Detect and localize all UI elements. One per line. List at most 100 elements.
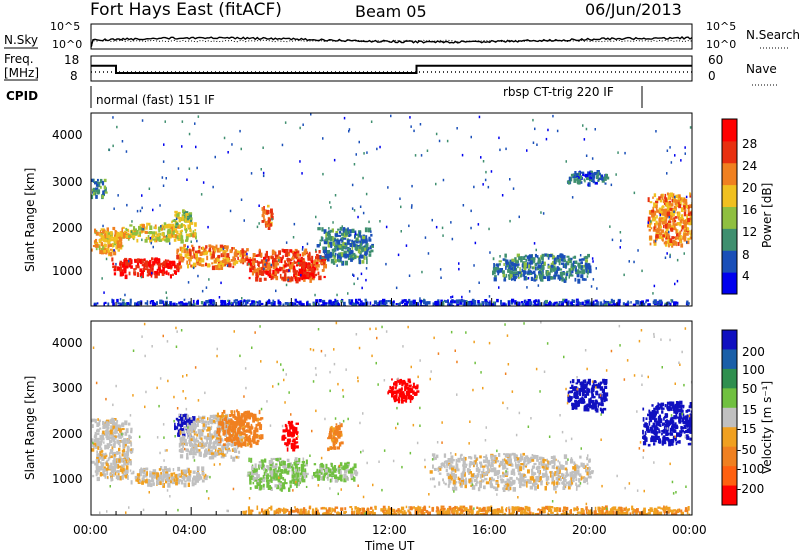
power-cell: [338, 255, 342, 259]
velocity-cell: [236, 419, 239, 423]
power-cell: [100, 243, 104, 247]
power-cell: [230, 259, 234, 262]
power-cell: [562, 302, 564, 306]
velocity-cell: [272, 474, 275, 479]
power-cell: [686, 241, 688, 244]
power-cell: [537, 255, 539, 259]
power-cell: [688, 220, 691, 226]
power-cell: [306, 273, 310, 278]
power-cell: [353, 303, 356, 306]
power-cell: [495, 263, 500, 267]
velocity-cell: [175, 417, 179, 421]
velocity-cell: [351, 471, 354, 475]
power-cell: [321, 227, 324, 232]
velocity-cell: [217, 449, 220, 453]
velocity-cell: [234, 415, 237, 420]
velocity-cell: [114, 418, 117, 421]
velocity-cell: [287, 429, 291, 432]
velocity-cell: [102, 420, 105, 426]
power-cell: [530, 257, 534, 260]
velocity-cell: [249, 475, 253, 480]
velocity-cell: [201, 471, 205, 476]
power-cell: [357, 298, 361, 301]
velocity-cell: [280, 475, 283, 480]
velocity-cell: [91, 418, 96, 422]
power-cell: [106, 231, 109, 236]
power-cell: [161, 225, 164, 231]
power-cell: [184, 218, 187, 222]
power-cell: [270, 208, 273, 214]
velocity-cell: [198, 415, 200, 419]
velocity-cell: [296, 483, 298, 488]
power-cell: [653, 284, 656, 288]
velocity-cell: [260, 434, 264, 440]
power-cell: [301, 172, 303, 175]
velocity-cell: [93, 442, 97, 447]
power-cell: [332, 221, 334, 224]
velocity-cell: [163, 466, 167, 470]
velocity-cell: [293, 431, 295, 437]
power-cell: [157, 237, 160, 241]
power-cell: [293, 251, 297, 255]
velocity-cell: [99, 435, 103, 438]
power-cell: [141, 228, 143, 233]
power-cell: [534, 303, 538, 306]
power-cell: [95, 231, 99, 236]
power-cell: [605, 302, 608, 306]
power-cell: [189, 214, 192, 218]
velocity-cell: [245, 442, 247, 447]
velocity-cell: [185, 448, 188, 452]
power-cell: [331, 248, 335, 252]
power-cell: [132, 235, 136, 239]
velocity-cell: [166, 475, 169, 479]
power-cell: [281, 143, 284, 147]
velocity-cell: [112, 459, 114, 463]
power-cell: [171, 220, 173, 223]
power-cell: [169, 274, 172, 279]
velocity-cell: [124, 420, 128, 426]
power-cell: [376, 147, 378, 151]
velocity-cell: [256, 439, 260, 443]
velocity-cell: [198, 475, 201, 480]
velocity-cell: [160, 471, 162, 475]
power-cell: [307, 264, 310, 269]
power-cell: [352, 255, 355, 258]
velocity-cell: [128, 434, 131, 439]
velocity-cell: [251, 413, 255, 418]
power-cell: [329, 201, 331, 204]
power-cell: [183, 248, 187, 254]
power-cell: [664, 193, 667, 198]
power-cell: [192, 246, 195, 251]
velocity-cell: [412, 390, 415, 395]
velocity-cell: [192, 470, 196, 474]
velocity-cell: [313, 463, 317, 466]
power-cell: [344, 255, 348, 259]
power-cell: [482, 302, 485, 306]
velocity-cell: [96, 453, 100, 457]
power-cell: [352, 240, 355, 244]
velocity-cell: [111, 465, 115, 470]
power-cell: [571, 196, 574, 199]
velocity-cell: [211, 435, 215, 439]
velocity-cell: [206, 439, 208, 445]
velocity-cell: [192, 451, 196, 456]
power-cell: [572, 256, 575, 259]
power-cell: [133, 268, 136, 271]
power-cell: [185, 233, 190, 237]
power-cell: [114, 230, 117, 234]
velocity-cell: [228, 422, 230, 425]
velocity-cell: [187, 429, 190, 434]
power-cell: [162, 235, 166, 238]
power-cell: [508, 261, 512, 265]
power-cell: [161, 224, 164, 228]
power-cell: [316, 257, 319, 262]
power-cell: [160, 269, 163, 274]
power-cell: [427, 301, 431, 305]
velocity-cell: [188, 418, 193, 422]
power-cell: [668, 209, 671, 214]
velocity-cell: [337, 476, 341, 481]
power-cell: [354, 230, 357, 234]
power-colorbar-tick-20: 20: [742, 181, 757, 195]
power-cell: [678, 237, 681, 240]
power-cell: [187, 281, 190, 284]
